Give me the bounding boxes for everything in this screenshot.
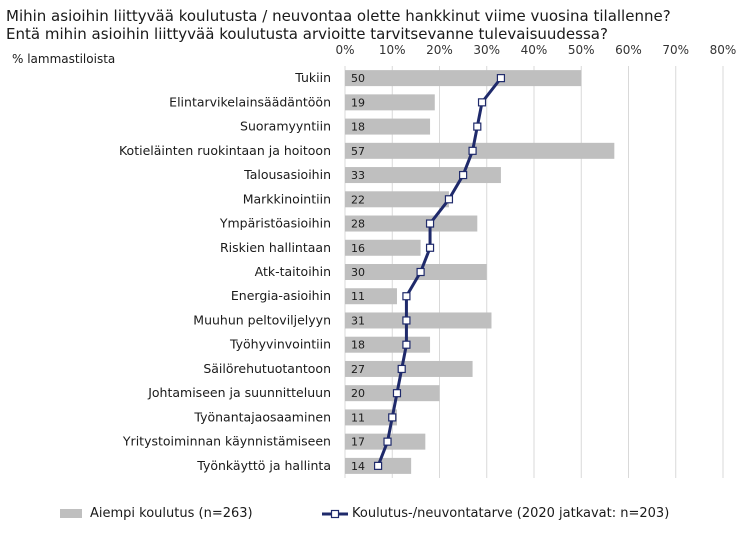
line-point (392, 389, 402, 398)
bar (345, 288, 397, 305)
bar-value-label: 31 (351, 314, 365, 327)
legend-item-bar: Aiempi koulutus (n=263) (60, 506, 253, 521)
x-tick-label: 70% (662, 43, 689, 57)
bar (345, 409, 397, 426)
line-point (402, 292, 411, 301)
bar (345, 360, 473, 377)
category-label: Energia-asioihin (231, 288, 331, 303)
bar-value-label: 28 (351, 218, 365, 231)
bar-value-label: 11 (351, 411, 365, 424)
bar-value-label: 18 (351, 339, 365, 352)
category-label: Suoramyyntiin (240, 119, 331, 134)
bar (345, 215, 478, 232)
line-point (477, 98, 487, 107)
category-label: Muuhun peltoviljelyyn (193, 312, 331, 327)
chart-subtitle: Entä mihin asioihin liittyvää koulutusta… (6, 25, 608, 43)
bar (345, 94, 435, 111)
category-label: Elintarvikelainsäädäntöön (169, 94, 331, 109)
bar-value-label: 14 (351, 460, 365, 473)
line-point (402, 340, 411, 349)
bar (345, 142, 615, 159)
category-label: Yritystoiminnan käynnistämiseen (122, 434, 331, 449)
bar (345, 191, 449, 208)
line-point (468, 146, 477, 155)
x-tick-label: 40% (521, 43, 548, 57)
legend-item-line: Koulutus-/neuvontatarve (2020 jatkavat: … (322, 506, 669, 521)
bar-value-label: 33 (351, 169, 365, 182)
bar-value-label: 16 (351, 242, 365, 255)
legend-swatch-line (322, 509, 348, 518)
bar-value-label: 50 (351, 72, 365, 85)
line-point (416, 267, 425, 277)
line-point (425, 243, 435, 252)
bar (345, 70, 582, 87)
bar-value-label: 20 (351, 387, 365, 400)
line-point (425, 219, 435, 228)
x-tick-label: 30% (473, 43, 500, 57)
category-label: Tukiin (294, 70, 331, 85)
bar-value-label: 11 (351, 290, 365, 303)
x-tick-label: 60% (615, 43, 642, 57)
unit-label: % lammastiloista (12, 52, 116, 66)
chart-title: Mihin asioihin liittyvää koulutusta / ne… (6, 7, 671, 25)
bar (345, 264, 487, 280)
x-tick-label: 50% (568, 43, 595, 57)
category-label: Työnkäyttö ja hallinta (196, 458, 331, 473)
bar (345, 385, 440, 402)
line-point (444, 195, 454, 204)
x-tick-label: 20% (426, 43, 453, 57)
category-label: Atk-taitoihin (255, 264, 331, 279)
category-label: Työnantajaosaaminen (193, 409, 331, 424)
line-point (397, 364, 406, 374)
category-label: Talousasioihin (243, 167, 331, 182)
category-label: Kotieläinten ruokintaan ja hoitoon (119, 143, 331, 158)
bar-value-label: 57 (351, 145, 365, 158)
bar-value-label: 19 (351, 96, 365, 109)
legend-label-line: Koulutus-/neuvontatarve (2020 jatkavat: … (352, 506, 670, 521)
category-label: Työhyvinvointiin (229, 337, 331, 352)
bar (345, 167, 501, 184)
category-label: Säilörehutuotantoon (203, 361, 331, 376)
bar (345, 312, 492, 329)
bar-value-label: 30 (351, 266, 365, 279)
x-tick-label: 10% (379, 43, 406, 57)
line-point (373, 461, 383, 470)
category-label: Markkinointiin (243, 191, 331, 206)
line-point (383, 437, 392, 446)
category-label: Ympäristöasioihin (219, 216, 331, 231)
line-point (388, 413, 397, 422)
line-point (496, 74, 506, 83)
line-point (402, 316, 411, 325)
line-point (473, 122, 482, 131)
legend-swatch-bar (60, 509, 82, 518)
x-tick-label: 0% (335, 43, 354, 57)
x-tick-label: 80% (710, 43, 737, 57)
bar-value-label: 18 (351, 121, 365, 134)
bar (345, 239, 421, 256)
bar-value-label: 17 (351, 436, 365, 449)
line-point (459, 170, 468, 180)
bar (345, 118, 431, 135)
category-label: Johtamiseen ja suunnitteluun (147, 385, 331, 400)
legend-label-bar: Aiempi koulutus (n=263) (90, 506, 253, 521)
category-label: Riskien hallintaan (220, 240, 331, 255)
bar-value-label: 22 (351, 193, 365, 206)
bar-value-label: 27 (351, 363, 365, 376)
